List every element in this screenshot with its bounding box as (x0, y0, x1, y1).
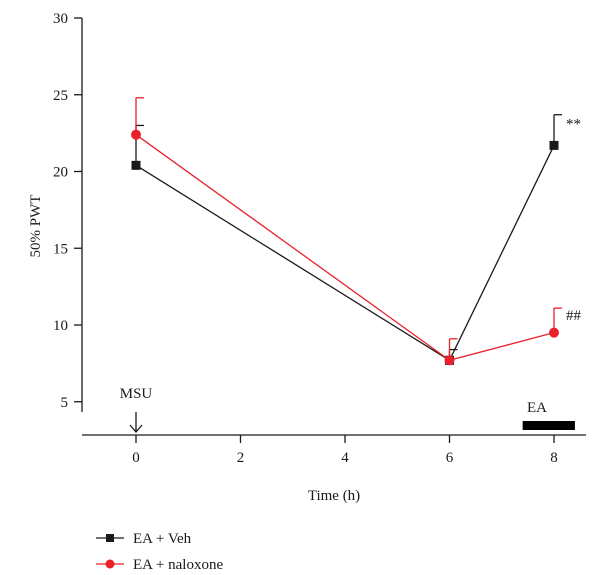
series-0 (131, 114, 562, 365)
y-tick-label: 10 (53, 318, 68, 334)
legend-label-ea-naloxone: EA + naloxone (133, 557, 223, 573)
injection-marker: MSU (120, 386, 153, 433)
treatment-bar (522, 421, 575, 430)
data-point-square (549, 140, 559, 150)
series-line (135, 145, 555, 362)
legend-square-marker-icon (106, 534, 114, 542)
x-axis: 0 2 4 6 8 (82, 434, 586, 466)
legend-item-ea-naloxone: EA + naloxone (96, 557, 223, 573)
significance-annotation: ## (566, 308, 582, 324)
significance-annotation: ** (566, 117, 581, 133)
series-1 (131, 97, 562, 366)
y-axis-label: 50% PWT (28, 195, 44, 258)
y-tick-label: 25 (53, 88, 68, 104)
y-axis: 5 10 15 20 25 30 (53, 11, 83, 412)
x-tick-label: 8 (550, 450, 558, 466)
x-tick-label: 2 (237, 450, 245, 466)
legend-item-ea-veh: EA + Veh (96, 531, 192, 547)
x-axis-label: Time (h) (308, 488, 360, 504)
y-tick-label: 5 (61, 395, 69, 411)
y-tick-label: 30 (53, 11, 68, 27)
data-point-circle (549, 327, 559, 338)
legend-circle-marker-icon (105, 559, 115, 569)
treatment-marker: EA (522, 400, 575, 430)
x-tick-label: 0 (132, 450, 140, 466)
data-point-circle (444, 355, 455, 366)
data-point-square (131, 160, 141, 170)
legend-label-ea-veh: EA + Veh (133, 531, 192, 547)
x-tick-label: 4 (341, 450, 349, 466)
treatment-label: EA (527, 400, 547, 416)
down-arrow-icon (129, 424, 143, 433)
series-line (135, 134, 555, 362)
x-tick-label: 6 (446, 450, 454, 466)
plot-area: ** ## (131, 97, 582, 366)
y-tick-label: 15 (53, 241, 68, 257)
data-point-circle (131, 129, 141, 140)
legend: EA + Veh EA + naloxone (96, 531, 223, 573)
y-tick-label: 20 (53, 165, 68, 181)
injection-label: MSU (120, 386, 153, 402)
